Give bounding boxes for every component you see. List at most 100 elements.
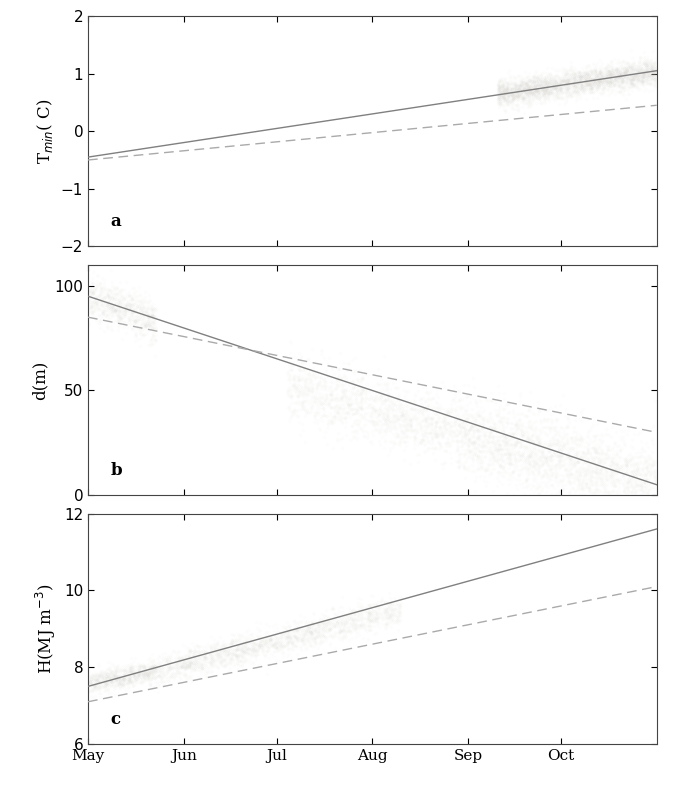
Point [544,81,555,94]
Point [622,463,633,476]
Point [644,69,655,82]
Point [612,67,623,80]
Point [626,64,636,77]
Point [609,70,620,83]
Point [563,78,574,90]
Point [579,80,590,93]
Point [634,73,645,86]
Point [421,394,432,406]
Point [607,465,617,478]
Point [346,606,357,618]
Point [528,70,539,83]
Point [144,323,154,336]
Point [395,610,406,622]
Point [572,86,583,99]
Point [382,422,393,434]
Point [377,599,388,612]
Point [102,677,112,690]
Point [129,668,139,681]
Point [322,614,333,626]
Point [510,438,521,451]
Point [363,401,374,414]
Point [538,83,549,96]
Point [573,76,584,89]
Point [250,637,261,650]
Point [513,87,524,100]
Point [558,83,569,96]
Point [631,451,642,464]
Point [477,439,488,452]
Point [183,654,194,667]
Point [523,94,534,106]
Point [646,66,657,79]
Point [642,64,653,77]
Point [509,85,520,98]
Point [626,485,637,498]
Point [381,394,392,406]
Point [331,614,342,627]
Point [529,90,540,102]
Point [525,83,536,96]
Point [320,632,330,645]
Point [488,444,499,457]
Point [489,462,500,475]
Point [549,78,560,90]
Point [579,82,590,94]
Point [539,74,550,87]
Point [575,82,586,94]
Point [305,374,316,386]
Point [492,446,503,458]
Point [93,290,104,303]
Point [383,611,393,624]
Point [651,65,662,78]
Point [531,473,542,486]
Point [439,444,450,457]
Point [348,425,359,438]
Point [570,81,581,94]
Point [541,82,552,94]
Point [150,301,160,314]
Point [176,662,187,674]
Point [554,76,565,89]
Point [143,659,154,672]
Point [569,78,580,90]
Point [558,439,569,452]
Point [549,471,560,484]
Point [626,486,637,498]
Point [607,512,617,525]
Point [374,392,385,405]
Point [530,457,541,470]
Point [504,477,515,490]
Point [626,75,636,88]
Point [525,457,536,470]
Point [537,74,548,87]
Point [465,430,476,443]
Point [503,85,514,98]
Point [403,410,414,422]
Point [624,75,634,88]
Point [293,629,304,642]
Point [628,62,638,75]
Point [449,419,460,432]
Point [460,437,471,450]
Point [594,74,605,87]
Point [555,72,566,85]
Point [596,454,607,466]
Point [645,70,656,83]
Point [341,373,351,386]
Point [633,58,644,71]
Point [627,73,638,86]
Point [520,92,531,105]
Point [595,86,606,99]
Point [263,637,274,650]
Point [609,472,619,485]
Point [97,286,108,299]
Point [597,435,608,448]
Point [590,465,600,478]
Point [366,606,376,619]
Point [638,74,649,86]
Point [383,414,394,427]
Point [379,402,390,415]
Point [491,396,502,409]
Point [542,90,553,103]
